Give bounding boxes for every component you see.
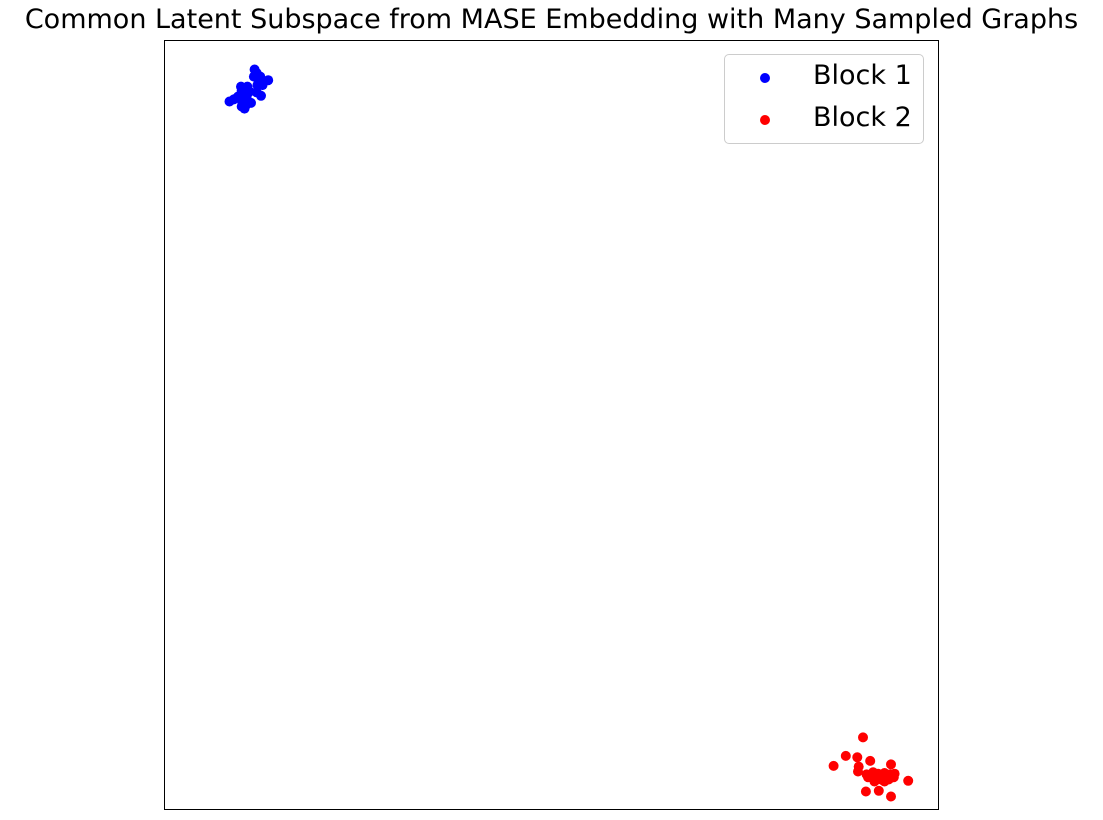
points-layer — [224, 64, 914, 802]
chart-title: Common Latent Subspace from MASE Embeddi… — [24, 4, 1079, 35]
scatter-point — [865, 755, 876, 766]
scatter-point — [224, 96, 235, 107]
legend-marker-block-1 — [760, 73, 770, 83]
scatter-point — [241, 100, 251, 111]
scatter-point — [840, 750, 851, 761]
scatter-point — [860, 786, 871, 797]
scatter-point — [853, 766, 863, 777]
legend-label-block-2: Block 2 — [813, 102, 912, 133]
legend: Block 1 Block 2 — [724, 54, 924, 144]
scatter-point — [828, 760, 839, 771]
series-block-2 — [828, 732, 914, 802]
legend-label-block-1: Block 1 — [813, 60, 912, 91]
scatter-point — [852, 752, 863, 763]
scatter-point — [873, 785, 884, 796]
scatter-point — [256, 90, 266, 101]
series-block-1 — [224, 64, 274, 114]
scatter-point — [868, 767, 879, 778]
scatter-point — [886, 759, 896, 770]
scatter-point — [255, 71, 266, 82]
scatter-point — [257, 80, 268, 91]
legend-item-block-1: Block 1 — [725, 57, 925, 97]
plot-area-frame — [164, 40, 939, 810]
scatter-point — [883, 774, 894, 785]
legend-marker-block-2 — [760, 115, 770, 125]
legend-item-block-2: Block 2 — [725, 99, 925, 139]
scatter-point — [858, 732, 868, 743]
scatter-point — [903, 775, 914, 786]
scatter-point — [886, 791, 896, 802]
